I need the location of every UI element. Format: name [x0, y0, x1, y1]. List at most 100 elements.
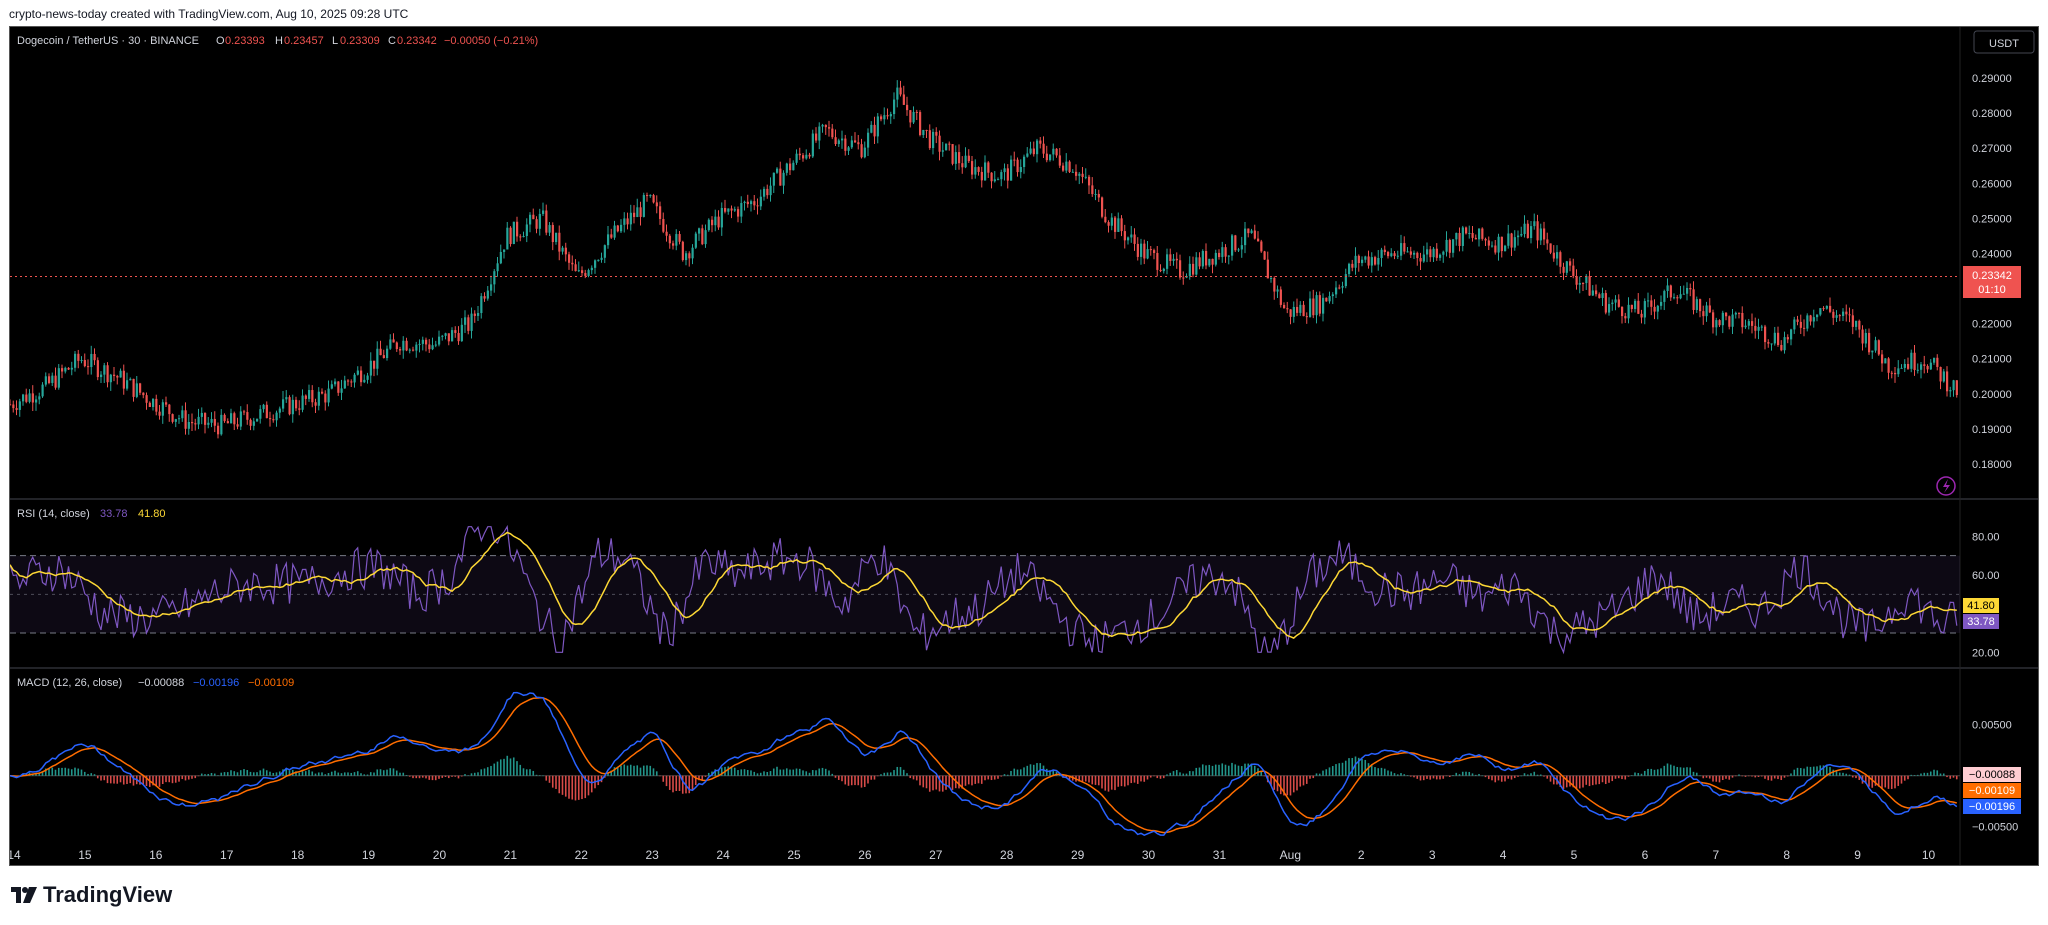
candle-body — [818, 126, 821, 141]
macd-hist-bar — [1250, 763, 1253, 776]
candle-body — [288, 397, 291, 415]
candle-body — [1081, 173, 1084, 178]
rsi-badge-text: 33.78 — [1967, 616, 1995, 628]
macd-hist-bar — [551, 775, 554, 788]
macd-hist-bar — [64, 767, 67, 776]
macd-hist-bar — [1406, 775, 1409, 776]
macd-hist-bar — [1026, 765, 1029, 776]
macd-hist-bar — [1903, 775, 1906, 781]
macd-hist-bar — [116, 775, 119, 784]
candle-body — [1029, 148, 1032, 154]
candle-body — [207, 422, 210, 425]
macd-hist-bar — [464, 774, 466, 776]
candle-body — [363, 379, 366, 383]
macd-hist-bar — [337, 772, 340, 776]
candle-body — [607, 234, 610, 246]
macd-hist-bar — [1627, 775, 1630, 777]
candle-body — [171, 414, 174, 422]
candle-body — [70, 367, 73, 370]
macd-hist-bar — [1218, 764, 1220, 776]
candle-body — [1643, 301, 1646, 318]
candle-body — [1409, 251, 1412, 255]
macd-hist-bar — [1601, 775, 1604, 783]
candle-body — [1039, 140, 1042, 144]
macd-hist-bar — [1146, 775, 1149, 780]
candle-body — [597, 259, 600, 261]
candle-body — [896, 87, 899, 100]
candle-body — [1578, 282, 1581, 285]
macd-hist-bar — [1595, 775, 1597, 785]
macd-hist-bar — [174, 775, 177, 783]
macd-hist-bar — [805, 771, 808, 776]
chart-canvas[interactable]: 0.29000 0.28000 0.27000 0.26000 0.25000 0.240… — [10, 27, 2038, 865]
candle-body — [135, 383, 138, 397]
candle-body — [665, 231, 668, 236]
macd-hist-bar — [480, 769, 483, 776]
candle-body — [314, 402, 317, 406]
candle-body — [876, 116, 879, 137]
candle-body — [44, 376, 47, 385]
macd-hist-bar — [35, 773, 37, 776]
macd-hist-bar — [353, 772, 356, 776]
macd-hist-bar — [233, 771, 236, 776]
lightning-icon[interactable] — [1936, 476, 1956, 496]
candle-body — [867, 132, 870, 148]
macd-hist-bar — [441, 775, 444, 778]
macd-hist-bar — [1133, 775, 1136, 783]
candle-body — [902, 94, 905, 105]
candle-body — [1552, 252, 1555, 259]
candle-body — [418, 343, 421, 345]
candle-body — [1874, 340, 1877, 351]
candle-body — [194, 423, 197, 425]
candle-body — [555, 232, 558, 243]
macd-hist-bar — [1400, 773, 1402, 776]
macd-hist-bar — [1315, 773, 1318, 776]
macd-hist-bar — [1348, 758, 1350, 776]
candle-body — [1663, 291, 1666, 302]
candle-body — [1825, 305, 1828, 309]
macd-hist-bar — [1643, 770, 1646, 776]
macd-hist-bar — [1517, 775, 1519, 777]
macd-hist-bar — [1822, 765, 1825, 776]
close-value: 0.23342 — [397, 35, 437, 47]
macd-hist-bar — [1572, 775, 1575, 788]
time-tick-label: 20 — [433, 848, 447, 862]
macd-hist-bar — [938, 775, 941, 792]
candle-body — [776, 168, 779, 173]
candle-body — [740, 203, 743, 217]
candle-body — [503, 249, 506, 252]
candle-body — [1491, 245, 1494, 247]
candle-body — [1861, 329, 1864, 344]
candle-body — [1435, 248, 1438, 258]
candle-body — [1946, 371, 1949, 392]
macd-hist-bar — [779, 769, 782, 776]
macd-hist-bar — [347, 772, 349, 776]
candle-body — [1907, 363, 1910, 369]
candle-body — [802, 155, 805, 159]
candle-body — [984, 162, 987, 181]
macd-hist-bar — [340, 773, 343, 776]
candle-body — [493, 271, 496, 285]
chart-frame[interactable]: 0.29000 0.28000 0.27000 0.26000 0.25000 0.240… — [9, 26, 2039, 866]
time-axis[interactable]: 14 15 16 17 18 19 20 21 22 23 24 25 26 27 28 29 30 31 Aug 2… — [10, 848, 1936, 862]
macd-hist-bar — [109, 775, 112, 784]
macd-hist-bar — [1676, 766, 1679, 776]
currency-button[interactable]: USDT — [1973, 30, 2035, 54]
macd-hist-bar — [1120, 775, 1123, 787]
candle-body — [217, 425, 220, 435]
candle-body — [1650, 300, 1653, 307]
candle-body — [1097, 193, 1100, 198]
macd-hist-bar — [1936, 770, 1939, 776]
candle-body — [1422, 254, 1425, 262]
macd-hist-bar — [990, 775, 993, 781]
macd-hist-bar — [1825, 765, 1828, 776]
macd-hist-bar — [847, 775, 850, 786]
candle-body — [1923, 364, 1926, 366]
macd-hist-bar — [184, 775, 187, 781]
candle-body — [1312, 298, 1315, 316]
macd-hist-bar — [80, 769, 83, 776]
macd-hist-bar — [698, 775, 700, 781]
macd-hist-bar — [1653, 769, 1656, 776]
macd-hist-bar — [1000, 775, 1003, 777]
macd-hist-bar — [1221, 763, 1224, 776]
